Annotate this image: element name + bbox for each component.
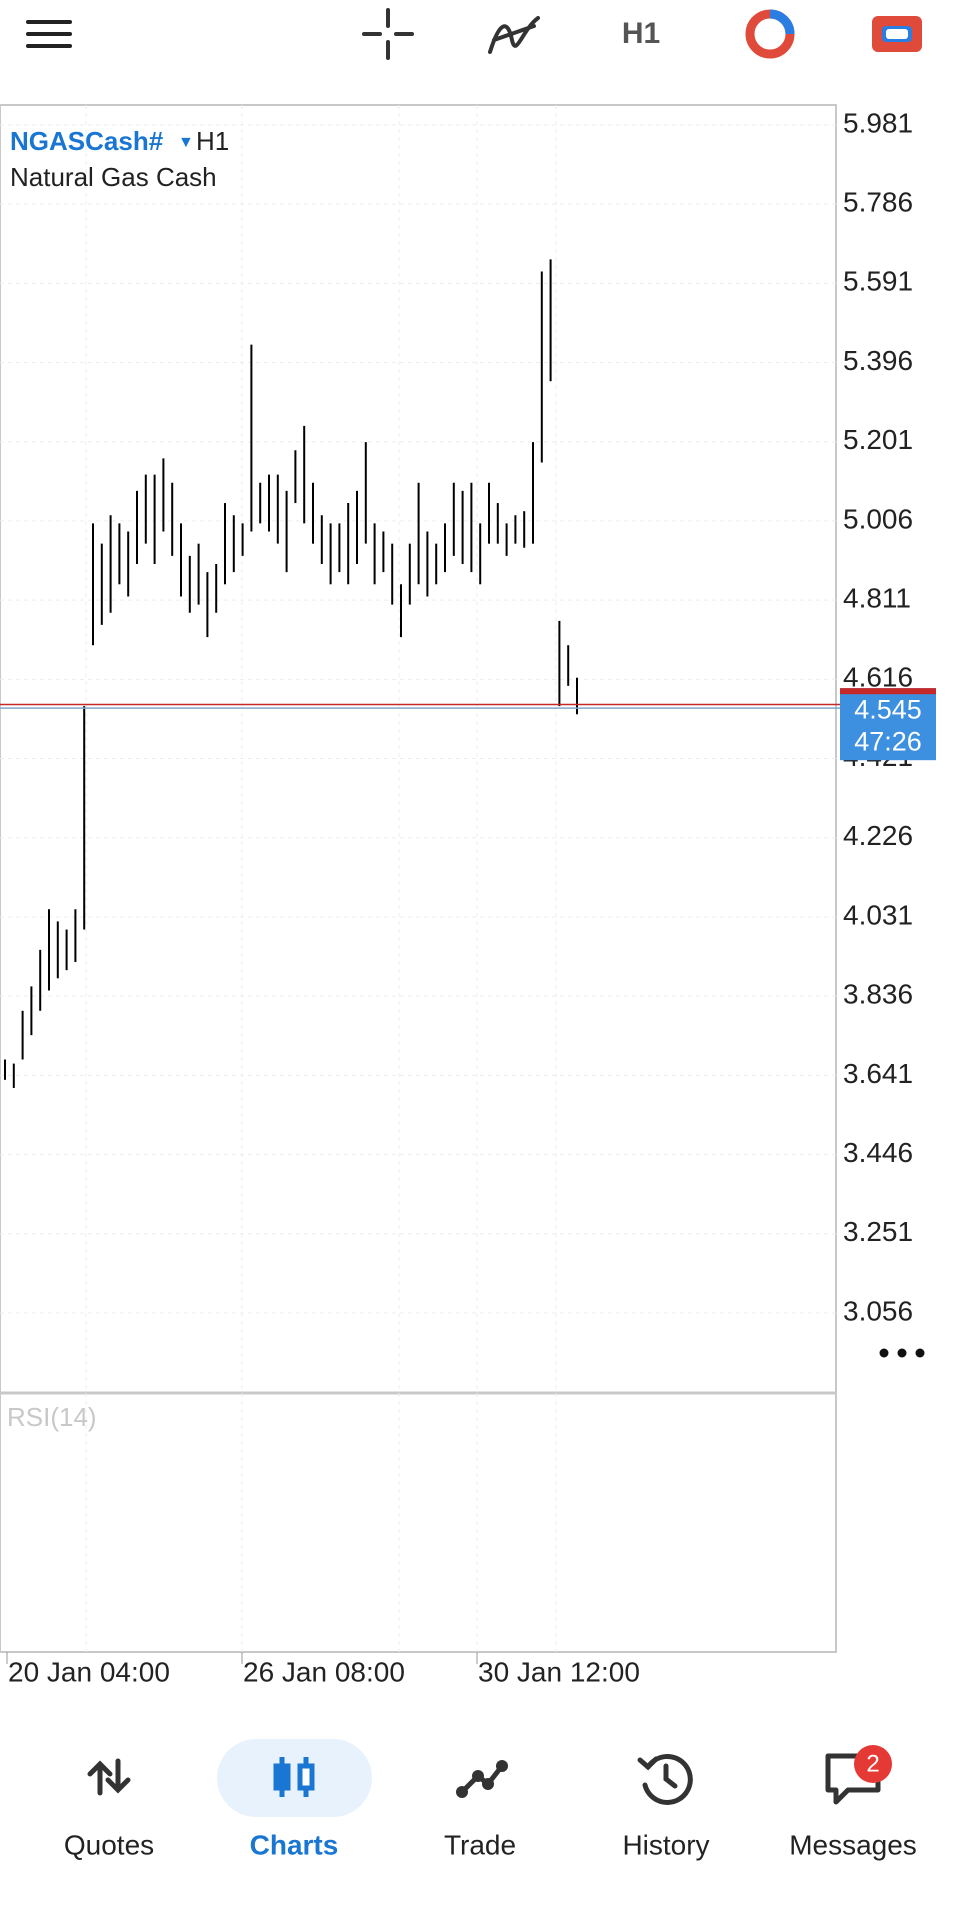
nav-tab[interactable]: Charts <box>250 1829 339 1860</box>
y-tick-label: 3.056 <box>843 1295 913 1326</box>
chart-timeframe: H1 <box>196 126 229 156</box>
y-tick-label: 3.446 <box>843 1137 913 1168</box>
y-tick-label: 3.836 <box>843 979 913 1010</box>
one-click-button[interactable] <box>872 16 922 52</box>
grid <box>0 124 836 1314</box>
active-tab-pill <box>217 1739 372 1817</box>
y-tick-label: 5.396 <box>843 345 913 376</box>
y-tick-label: 4.031 <box>843 899 913 930</box>
price-label-box <box>840 688 936 761</box>
trade-icon <box>456 1760 508 1798</box>
date-label: 26 Jan 08:00 <box>243 1656 405 1687</box>
timeframe-button[interactable]: H1 <box>622 17 660 50</box>
nav-tab[interactable]: Trade <box>444 1829 516 1860</box>
axis-labels: 5.981 5.786 5.591 5.396 5.201 5.006 4.811 4.616… <box>6 107 936 1687</box>
y-tick-label: 5.786 <box>843 186 913 217</box>
chart-frame <box>0 104 837 1653</box>
y-tick-label: 5.591 <box>843 266 913 297</box>
y-tick-label: 4.616 <box>843 662 913 693</box>
crosshair-button[interactable] <box>362 8 414 60</box>
price-label: 4.545 <box>854 694 922 724</box>
y-tick-label: 4.811 <box>843 583 911 614</box>
nav-tab[interactable]: History <box>622 1829 709 1860</box>
y-tick-label: 5.006 <box>843 503 913 534</box>
quotes-icon <box>87 1758 131 1796</box>
symbol-dropdown[interactable]: ▼ <box>178 134 194 151</box>
countdown: 47:26 <box>854 726 922 756</box>
y-tick-label: 3.641 <box>843 1058 913 1089</box>
y-tick-label: 5.981 <box>843 107 913 138</box>
charts-icon <box>273 1757 315 1797</box>
nav-bar: Quotes Charts Trade History Messages <box>64 1829 917 1860</box>
menu-button[interactable] <box>26 20 72 48</box>
ask-marker <box>840 688 936 695</box>
indicators-button[interactable] <box>488 16 540 54</box>
badge <box>854 1745 892 1783</box>
date-label: 30 Jan 12:00 <box>478 1656 640 1687</box>
indicator-label: RSI(14) <box>7 1402 97 1432</box>
more-button[interactable] <box>879 1348 925 1358</box>
trade-mode-button[interactable] <box>745 9 795 59</box>
symbol[interactable]: NGASCash# <box>10 126 164 156</box>
y-tick-label: 4.226 <box>843 820 913 851</box>
y-tick-label: 5.201 <box>843 424 913 455</box>
y-tick-label: 3.251 <box>843 1216 913 1247</box>
price-bars <box>0 259 840 1088</box>
vertical-grid <box>85 105 557 1652</box>
nav-tab[interactable]: Messages <box>789 1829 917 1860</box>
description: Natural Gas Cash <box>10 162 217 192</box>
history-icon <box>637 1753 693 1805</box>
nav-tab[interactable]: Quotes <box>64 1829 154 1860</box>
date-label: 20 Jan 04:00 <box>8 1656 170 1687</box>
badge-count: 2 <box>866 1750 879 1777</box>
